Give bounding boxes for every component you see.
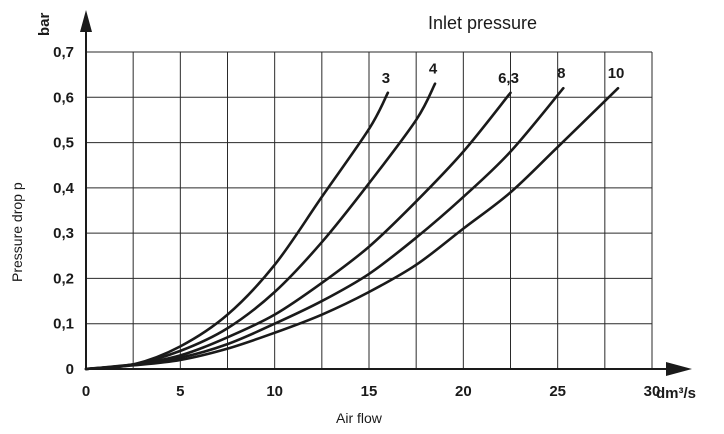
y-axis-title: Pressure drop p — [9, 182, 25, 282]
y-tick-label: 0,2 — [53, 270, 74, 287]
series-line — [84, 86, 620, 371]
x-tick-label: 30 — [644, 383, 661, 400]
y-tick-label: 0,6 — [53, 89, 74, 106]
series-label: 4 — [429, 61, 438, 78]
y-tick-label: 0,5 — [53, 135, 74, 152]
series-label: 3 — [382, 70, 390, 87]
x-axis-arrow — [666, 362, 692, 376]
y-axis-arrow — [80, 10, 92, 32]
axes — [80, 10, 692, 376]
series-label: 8 — [557, 65, 565, 82]
y-tick-label: 0,4 — [53, 180, 75, 197]
series-line — [84, 91, 390, 371]
y-tick-label: 0,1 — [53, 316, 74, 333]
y-tick-label: 0,7 — [53, 44, 74, 61]
x-axis-unit: dm³/s — [656, 385, 696, 402]
series-label: 6,3 — [498, 70, 519, 87]
x-tick-label: 15 — [361, 383, 378, 400]
x-axis-title: Air flow — [336, 410, 383, 426]
x-tick-label: 0 — [82, 383, 90, 400]
series-line — [84, 86, 565, 371]
y-tick-label: 0 — [66, 361, 74, 378]
x-tick-label: 25 — [549, 383, 566, 400]
series-group: 3 4 6,3 8 10 — [84, 61, 625, 371]
y-tick-label: 0,3 — [53, 225, 74, 242]
tick-labels: 0 5 10 15 20 25 30 0 0,1 0,2 0,3 0,4 0,5 0,6 0,7 — [53, 44, 660, 400]
y-axis-unit: bar — [36, 12, 53, 36]
x-tick-label: 5 — [176, 383, 184, 400]
x-tick-label: 10 — [266, 383, 283, 400]
x-tick-label: 20 — [455, 383, 472, 400]
series-label: 10 — [608, 65, 625, 82]
legend-title: Inlet pressure — [428, 13, 537, 33]
grid — [86, 51, 653, 369]
series-line — [84, 82, 437, 371]
